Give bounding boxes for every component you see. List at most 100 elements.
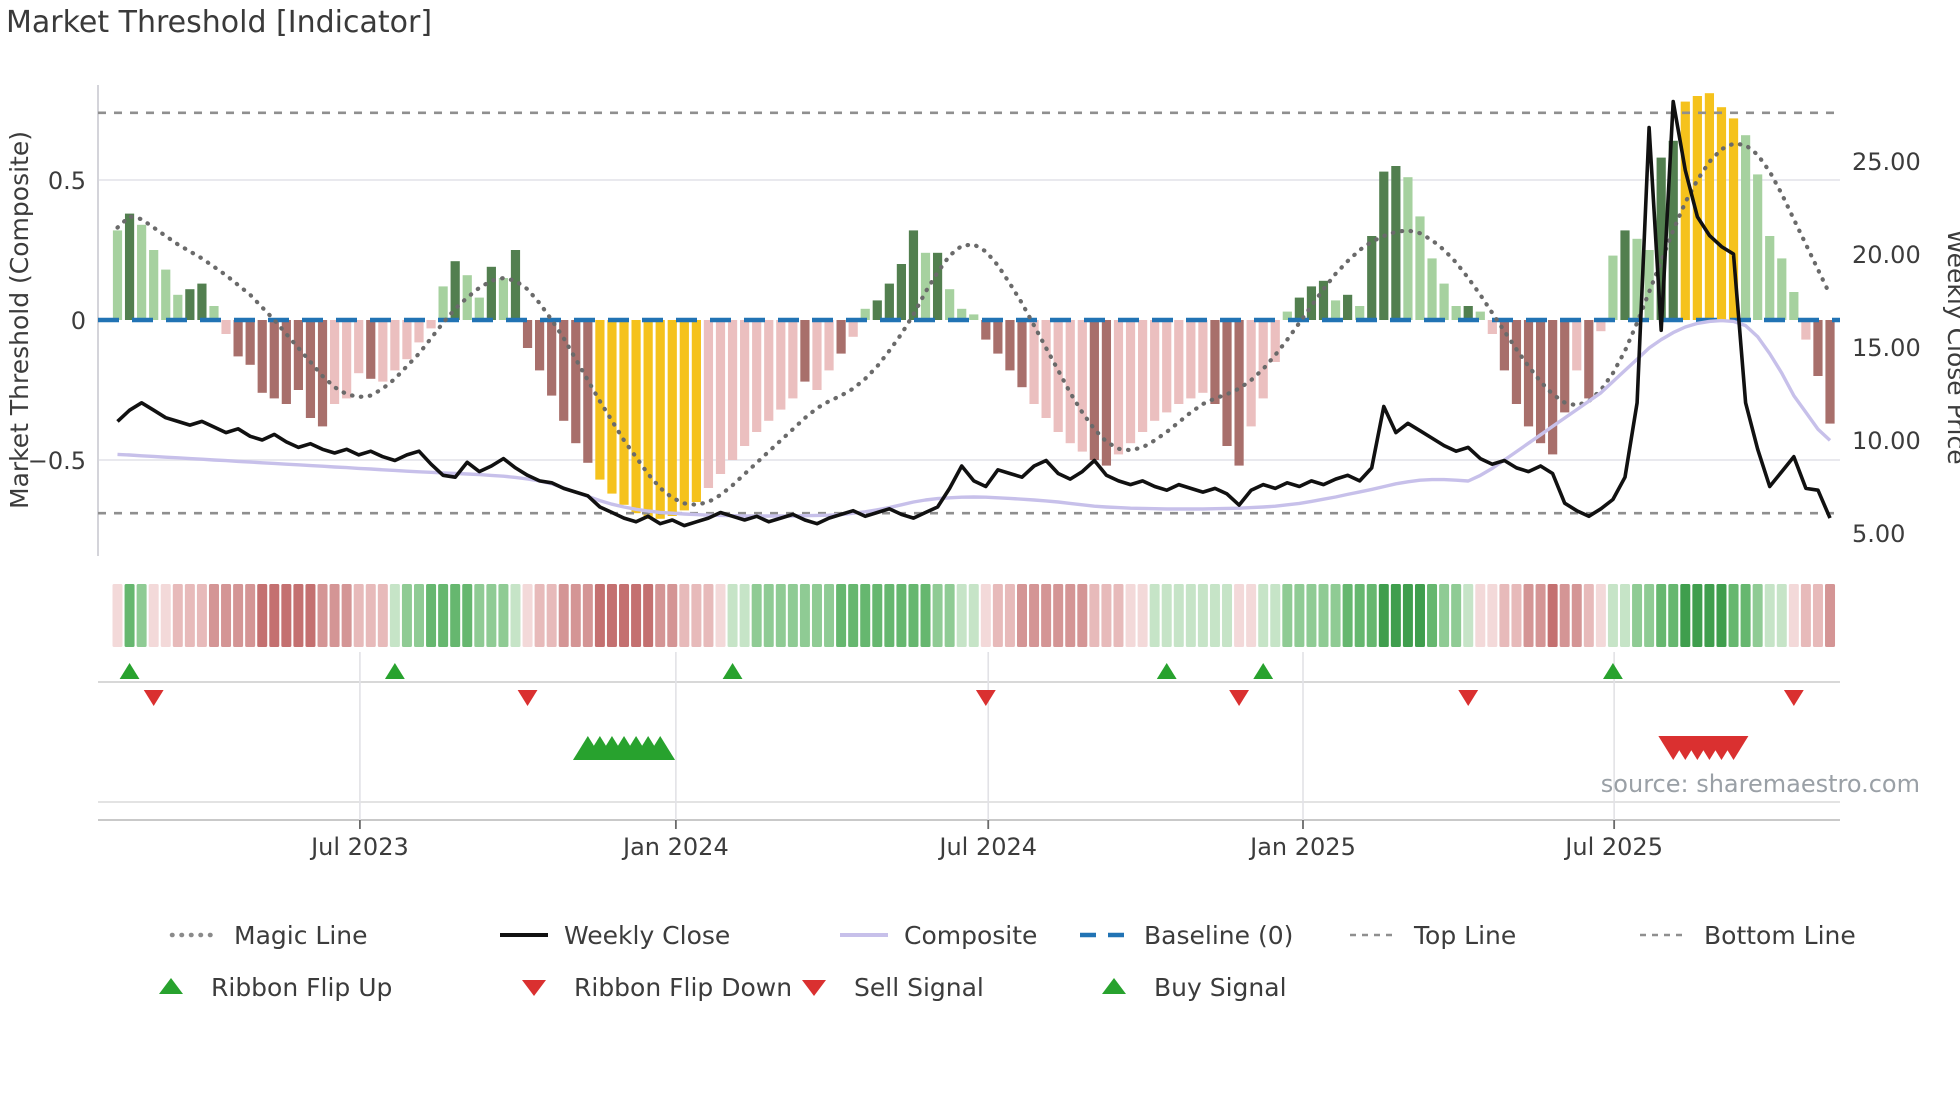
composite-bar [173, 294, 183, 320]
composite-bar [908, 230, 919, 320]
ribbon-cell [1559, 584, 1570, 647]
legend-item-bottom-line: Bottom Line [1638, 918, 1856, 952]
ribbon-cell [341, 584, 352, 647]
composite-bar [619, 320, 629, 505]
composite-bar [1029, 320, 1039, 404]
composite-bar [1113, 320, 1124, 455]
legend-item-weekly-close: Weekly Close [498, 918, 730, 952]
composite-bar [269, 320, 279, 399]
composite-bar [450, 261, 460, 320]
composite-bar [800, 320, 810, 382]
source-text: source: sharemaestro.com [1601, 770, 1920, 798]
ribbon-flip-down-marker [1458, 690, 1479, 706]
ribbon-cell [1692, 584, 1703, 647]
composite-bar [1511, 320, 1522, 404]
ribbon-cell [1825, 584, 1836, 647]
ribbon-strip [112, 584, 1836, 647]
ribbon-cell [1475, 584, 1486, 647]
ribbon-cell [715, 584, 726, 647]
ribbon-cell [389, 584, 400, 647]
composite-bar [1680, 101, 1690, 320]
composite-bar [679, 320, 689, 511]
composite-bar [1487, 320, 1497, 334]
composite-bar [1162, 320, 1172, 413]
composite-bar [329, 320, 340, 404]
ribbon-cell [534, 584, 545, 647]
composite-bar [1343, 294, 1353, 320]
composite-bar [1330, 300, 1341, 320]
composite-bar [1765, 236, 1775, 320]
ribbon-cell [1101, 584, 1112, 647]
composite-bar [426, 320, 436, 329]
indicator-chart: Market Threshold [Indicator] Market Thre… [5, 5, 1960, 861]
legend-label: Ribbon Flip Down [574, 972, 793, 1002]
ribbon-cell [679, 584, 690, 647]
ribbon-flip-up-marker [119, 663, 140, 679]
ribbon-cell [1197, 584, 1208, 647]
ribbon-cell [1282, 584, 1293, 647]
composite-bar [414, 320, 424, 343]
composite-bar [1379, 171, 1389, 320]
ribbon-cell [1342, 584, 1353, 647]
composite-bar [667, 320, 677, 516]
right-tick-label: 10.00 [1852, 427, 1921, 455]
ribbon-cell [848, 584, 859, 647]
ribbon-cell [1113, 584, 1124, 647]
ribbon-cell [1125, 584, 1136, 647]
composite-bar [691, 320, 701, 502]
composite-bar [1813, 320, 1823, 376]
legend-item-composite: Composite [838, 918, 1037, 952]
composite-bar [752, 320, 762, 432]
composite-bar [1475, 311, 1485, 320]
x-tick-label: Jan 2025 [1248, 833, 1356, 861]
composite-bar [1222, 320, 1232, 446]
ribbon-cell [956, 584, 967, 647]
ribbon-cell [414, 584, 424, 647]
ribbon-cell [1668, 584, 1679, 647]
ribbon-cell [148, 584, 159, 647]
legend-item-baseline-0-: Baseline (0) [1078, 918, 1293, 952]
ribbon-cell [245, 584, 256, 647]
composite-bar [1041, 320, 1051, 418]
composite-bar [559, 320, 569, 421]
composite-bar [522, 320, 533, 348]
page-title: Market Threshold [Indicator] [6, 5, 432, 40]
composite-bar [1150, 320, 1160, 421]
composite-bar [776, 320, 786, 410]
composite-bar [378, 320, 388, 382]
ribbon-cell [884, 584, 895, 647]
legend-label: Composite [904, 920, 1038, 950]
ribbon-cell [136, 584, 147, 647]
legend-item-sell-signal: Sell Signal [788, 970, 984, 1004]
x-tick-label: Jan 2024 [621, 833, 729, 861]
ribbon-cell [739, 584, 750, 647]
ribbon-cell [269, 584, 280, 647]
composite-bar [932, 252, 943, 320]
composite-bar [547, 320, 557, 396]
ribbon-cell [281, 584, 292, 647]
chart-legend: Magic Line Weekly Close Composite Baseline … [0, 900, 1960, 1100]
ribbon-cell [643, 584, 654, 647]
ribbon-cell [1439, 584, 1450, 647]
ribbon-cell [1137, 584, 1148, 647]
ribbon-flip-down-marker [517, 690, 538, 706]
composite-bar [1089, 320, 1099, 460]
left-tick-label: −0.5 [28, 447, 86, 475]
ribbon-cell [932, 584, 943, 647]
ribbon-cell [631, 584, 642, 647]
composite-bar [896, 264, 906, 320]
composite-bar [1234, 320, 1244, 466]
composite-bar [293, 320, 303, 390]
composite-bar [740, 320, 750, 446]
ribbon-cell [1065, 584, 1076, 647]
dashed-line-icon [1080, 932, 1128, 938]
composite-bar [1451, 306, 1461, 320]
triangle-down [522, 980, 546, 996]
ribbon-cell [1318, 584, 1329, 647]
ribbon-cell [1366, 584, 1377, 647]
ribbon-cell [474, 584, 485, 647]
composite-bar [1005, 320, 1015, 371]
composite-bar [1391, 166, 1401, 320]
ribbon-cell [1402, 584, 1413, 647]
left-tick-label: 0 [71, 307, 86, 335]
